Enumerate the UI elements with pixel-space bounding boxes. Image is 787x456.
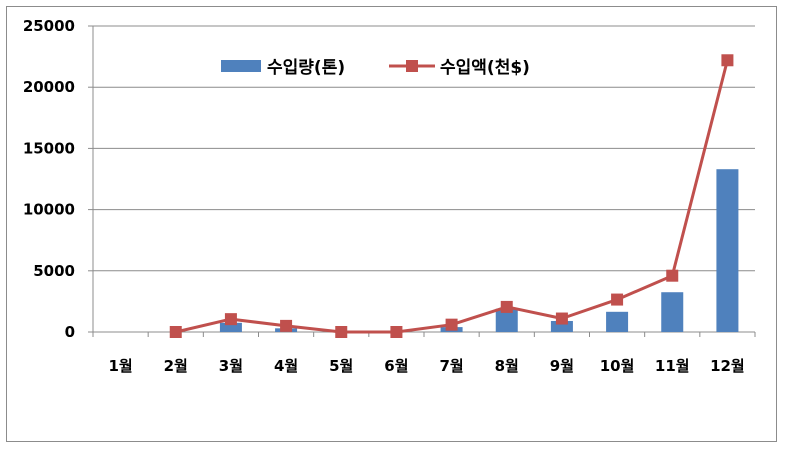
gridlines bbox=[93, 25, 755, 272]
x-tick-label: 8월 bbox=[495, 357, 519, 375]
line-marker bbox=[611, 293, 624, 306]
bar-series bbox=[219, 169, 739, 332]
bar bbox=[495, 308, 518, 332]
legend-swatch-bar bbox=[221, 60, 261, 72]
line-marker bbox=[169, 326, 182, 338]
bar bbox=[219, 322, 242, 332]
x-tick-labels: 1월 2월 3월 4월 5월 6월 7월 8월 9월 10월 11월 12월 bbox=[108, 357, 744, 375]
legend-swatch-marker bbox=[406, 60, 418, 72]
legend: 수입량(톤) 수입액(천$) bbox=[221, 58, 530, 78]
line-marker bbox=[666, 269, 679, 282]
line-marker bbox=[335, 326, 348, 338]
x-tick-label: 9월 bbox=[550, 357, 574, 375]
line-marker bbox=[224, 313, 237, 326]
line-marker bbox=[721, 54, 734, 67]
line-marker bbox=[555, 312, 568, 325]
line-series bbox=[169, 54, 734, 338]
y-tick-label: 20000 bbox=[23, 78, 75, 96]
bar bbox=[550, 320, 573, 332]
line-marker bbox=[280, 319, 293, 332]
x-tick-label: 2월 bbox=[164, 357, 188, 375]
y-tick-label: 15000 bbox=[23, 139, 75, 157]
axes bbox=[88, 25, 756, 337]
bar bbox=[661, 292, 684, 332]
series-line bbox=[175, 59, 729, 334]
x-tick-label: 4월 bbox=[274, 357, 298, 375]
y-tick-label: 5000 bbox=[33, 262, 75, 280]
chart-frame bbox=[6, 6, 777, 442]
line-marker bbox=[390, 326, 403, 338]
line-marker bbox=[445, 318, 458, 331]
line-marker bbox=[500, 300, 513, 313]
y-tick-label: 0 bbox=[65, 323, 75, 341]
y-tick-labels: 0 5000 10000 15000 20000 25000 bbox=[23, 17, 75, 341]
x-tick-label: 3월 bbox=[219, 357, 243, 375]
x-tick-label: 1월 bbox=[108, 357, 132, 375]
x-tick-label: 12월 bbox=[710, 357, 745, 375]
x-tick-label: 5월 bbox=[329, 357, 353, 375]
y-tick-label: 10000 bbox=[23, 201, 75, 219]
bar bbox=[606, 311, 629, 332]
x-tick-label: 11월 bbox=[655, 357, 690, 375]
x-tick-label: 7월 bbox=[439, 357, 463, 375]
x-tick-label: 10월 bbox=[600, 357, 635, 375]
y-tick-label: 25000 bbox=[23, 17, 75, 35]
legend-label-bar: 수입량(톤) bbox=[267, 58, 345, 78]
legend-label-line: 수입액(천$) bbox=[440, 58, 530, 78]
bar bbox=[716, 169, 739, 332]
x-tick-label: 6월 bbox=[384, 357, 408, 375]
